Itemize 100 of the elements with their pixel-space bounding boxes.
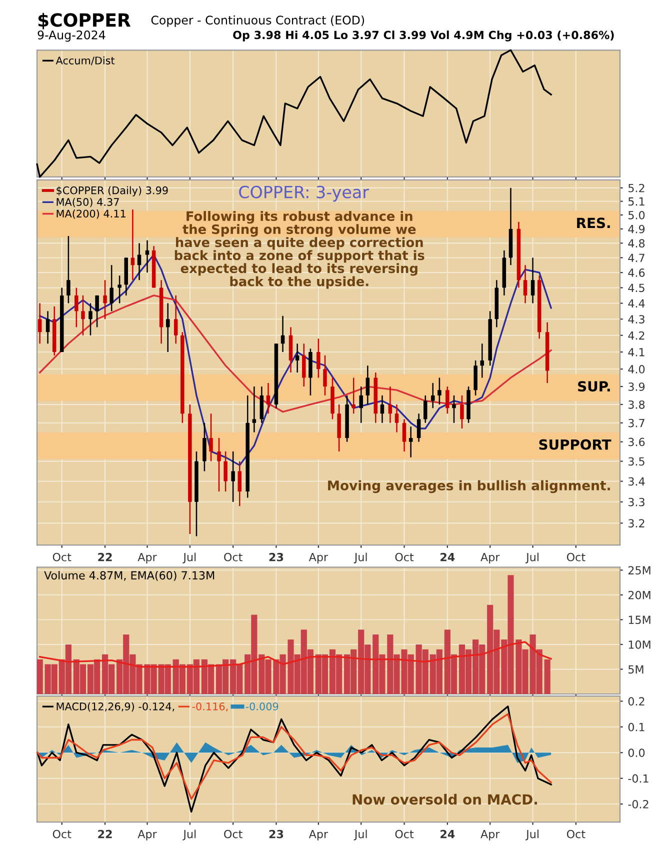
y-tick-label: 0.0 (628, 748, 645, 757)
band-label: SUP. (578, 381, 610, 392)
candlestick (266, 382, 270, 414)
legend-label: -0.009 (246, 702, 278, 710)
y-tick-label: 4.6 (628, 268, 645, 277)
y-tick-label: 4.4 (628, 299, 645, 308)
annotation: Moving averages in bullish alignment. (328, 480, 610, 494)
y-tick-label: 5.1 (628, 197, 644, 206)
annotation: Following its robust advance in the Spring on strong volume we have seen a quite deep correction back into a zone of support that is expected to lead to its reversing back to the upside. (174, 211, 424, 289)
y-tick-label: 4.0 (628, 365, 645, 374)
y-tick-label: 3.4 (628, 477, 645, 486)
candlestick (523, 264, 528, 304)
text: Op 3.98 Hi 4.05 Lo 3.97 Cl 3.99 Vol 4.9M Chg +0.03 (+0.86%) (233, 30, 614, 42)
candlestick (46, 310, 50, 344)
x-tick-label: Oct (566, 552, 586, 562)
x-tick-label: Oct (224, 830, 242, 838)
y-tick-label: 25M (628, 566, 650, 575)
bar (544, 659, 550, 694)
y-tick-label: 3.7 (628, 418, 644, 428)
y-tick-label: 3.9 (628, 382, 645, 391)
legend-label: -0.116, (192, 702, 228, 712)
candlestick (118, 274, 122, 304)
candlestick (480, 343, 484, 378)
y-tick-label: -0.2 (628, 800, 648, 808)
y-tick-label: 3.2 (628, 519, 644, 528)
candlestick (380, 394, 384, 424)
legend-label: MACD(12,26,9) -0.124, (56, 702, 174, 712)
x-tick-label: Jul (182, 830, 196, 840)
y-tick-label: 20M (628, 590, 650, 600)
candlestick (280, 315, 285, 353)
candlestick (238, 460, 242, 507)
band-label: RES. (577, 218, 610, 228)
candlestick (302, 343, 306, 388)
candlestick (438, 377, 442, 406)
candlestick (88, 302, 92, 336)
legend-label: $COPPER (Daily) 3.99 (56, 186, 168, 196)
x-tick-label: Oct (52, 830, 72, 838)
x-tick-label: 23 (269, 830, 284, 838)
candlestick (452, 394, 456, 424)
y-tick-label: 4.5 (628, 284, 644, 292)
candlestick (103, 279, 107, 320)
candlestick (95, 294, 99, 328)
y-tick-label: 4.8 (628, 239, 645, 248)
y-tick-label: 3.5 (628, 457, 644, 466)
y-tick-label: 0.1 (628, 722, 644, 732)
y-tick-label: 15M (628, 616, 650, 624)
x-tick-label: Oct (566, 830, 586, 838)
chart-subtitle: Copper - Continuous Contract (EOD) (151, 15, 364, 27)
candlestick (66, 235, 70, 304)
candlestick (74, 287, 78, 328)
bar (37, 659, 43, 694)
candlestick (260, 386, 264, 424)
candlestick (446, 386, 450, 414)
band-label: SUPPORT (539, 439, 612, 450)
candlestick (130, 208, 135, 281)
line-series (38, 641, 552, 668)
y-tick-label: 4.9 (628, 224, 645, 234)
x-tick-label: Apr (138, 553, 157, 564)
candlestick (323, 354, 327, 396)
x-tick-label: Oct (224, 552, 242, 562)
candlestick (81, 294, 85, 336)
y-tick-label: 3.3 (628, 498, 644, 506)
candlestick (460, 394, 464, 430)
chart-title: Volume 4.87M, EMA(60) 7.13M (44, 570, 214, 581)
candlestick (252, 386, 256, 433)
candlestick (137, 242, 142, 281)
x-tick-label: Apr (138, 830, 157, 840)
x-tick-label: Apr (480, 553, 500, 564)
x-tick-label: 24 (440, 552, 455, 562)
candlestick (174, 294, 178, 344)
x-tick-label: Jul (354, 830, 367, 840)
annotation: Now oversold on MACD. (352, 794, 537, 805)
candlestick (423, 394, 428, 424)
annotation: COPPER: 3-year (239, 186, 370, 202)
y-tick-label: 0.2 (628, 697, 644, 706)
candlestick (402, 418, 406, 452)
candlestick (209, 412, 213, 462)
candlestick (202, 422, 206, 472)
text: 9-Aug-2024 (38, 30, 106, 42)
y-tick-label: 5.0 (628, 210, 645, 220)
legend-label: MA(50) 4.37 (56, 198, 119, 208)
x-tick-label: Jul (526, 830, 538, 840)
x-tick-label: Oct (52, 552, 72, 562)
candlestick (530, 257, 535, 304)
y-tick-label: 4.3 (628, 315, 644, 324)
legend-label: Accum/Dist (56, 56, 115, 66)
candlestick (359, 386, 363, 424)
candlestick (388, 386, 392, 424)
y-tick-label: 4.1 (628, 348, 644, 356)
y-tick-label: 10M (628, 640, 650, 649)
x-tick-label: Apr (480, 830, 500, 840)
chart-title: $COPPER (38, 12, 131, 30)
candlestick (316, 338, 320, 378)
candlestick (166, 302, 170, 353)
candlestick (231, 450, 235, 503)
x-tick-label: 22 (98, 552, 112, 562)
x-tick-label: Apr (308, 553, 328, 564)
x-tick-label: 23 (269, 552, 284, 562)
y-tick-label: 4.7 (628, 254, 644, 262)
candlestick (394, 404, 399, 433)
